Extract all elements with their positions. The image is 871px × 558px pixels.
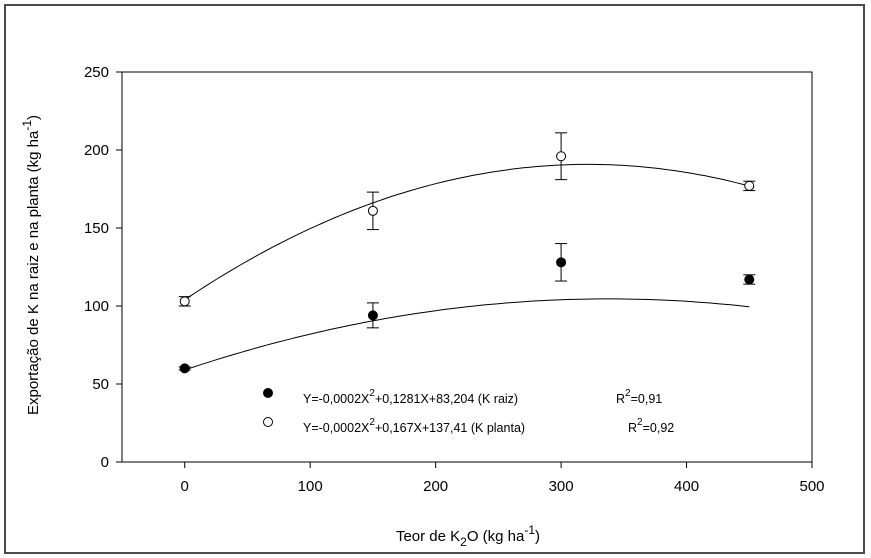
data-points <box>178 132 756 374</box>
plot-area-border <box>121 71 813 463</box>
y-tick-label: 50 <box>92 376 109 393</box>
x-tick-label: 0 <box>181 478 189 495</box>
axes: 0 100 200 300 400 500 0 50 100 150 200 250 <box>84 64 825 495</box>
data-point-k-planta <box>179 296 190 307</box>
legend: Y=-0,0002X2+0,1281X+83,204 (K raiz) R2=0,… <box>263 388 674 435</box>
y-tick-label: 0 <box>101 454 109 471</box>
legend-marker-filled <box>263 388 273 398</box>
data-point-k-raiz <box>744 274 755 285</box>
legend-entry-k-raiz: Y=-0,0002X2+0,1281X+83,204 (K raiz) R2=0,… <box>303 388 662 406</box>
data-point-k-planta <box>744 180 755 191</box>
x-tick-label: 500 <box>799 478 824 495</box>
data-point-k-raiz <box>556 257 567 268</box>
y-tick-label: 200 <box>84 142 109 159</box>
x-tick-label: 100 <box>298 478 323 495</box>
fit-curve-k-raiz <box>184 298 750 371</box>
legend-entry-k-planta: Y=-0,0002X2+0,167X+137,41 (K planta) R2=0… <box>303 417 674 435</box>
x-tick-label: 400 <box>674 478 699 495</box>
y-tick-label: 100 <box>84 298 109 315</box>
y-tick-label: 250 <box>84 64 109 81</box>
data-point-k-planta <box>556 151 567 162</box>
legend-marker-open <box>263 417 273 427</box>
data-point-k-raiz <box>179 363 190 374</box>
fit-curves <box>184 163 750 371</box>
y-tick-label: 150 <box>84 220 109 237</box>
fit-curve-k-planta <box>184 163 750 301</box>
data-point-k-raiz <box>367 310 378 321</box>
x-axis-label: Teor de K2O (kg ha-1) <box>396 523 540 549</box>
data-point-k-planta <box>367 205 378 216</box>
x-tick-label: 300 <box>549 478 574 495</box>
y-axis-label: Exportação de K na raiz e na planta (kg … <box>20 115 42 415</box>
x-tick-label: 200 <box>423 478 448 495</box>
